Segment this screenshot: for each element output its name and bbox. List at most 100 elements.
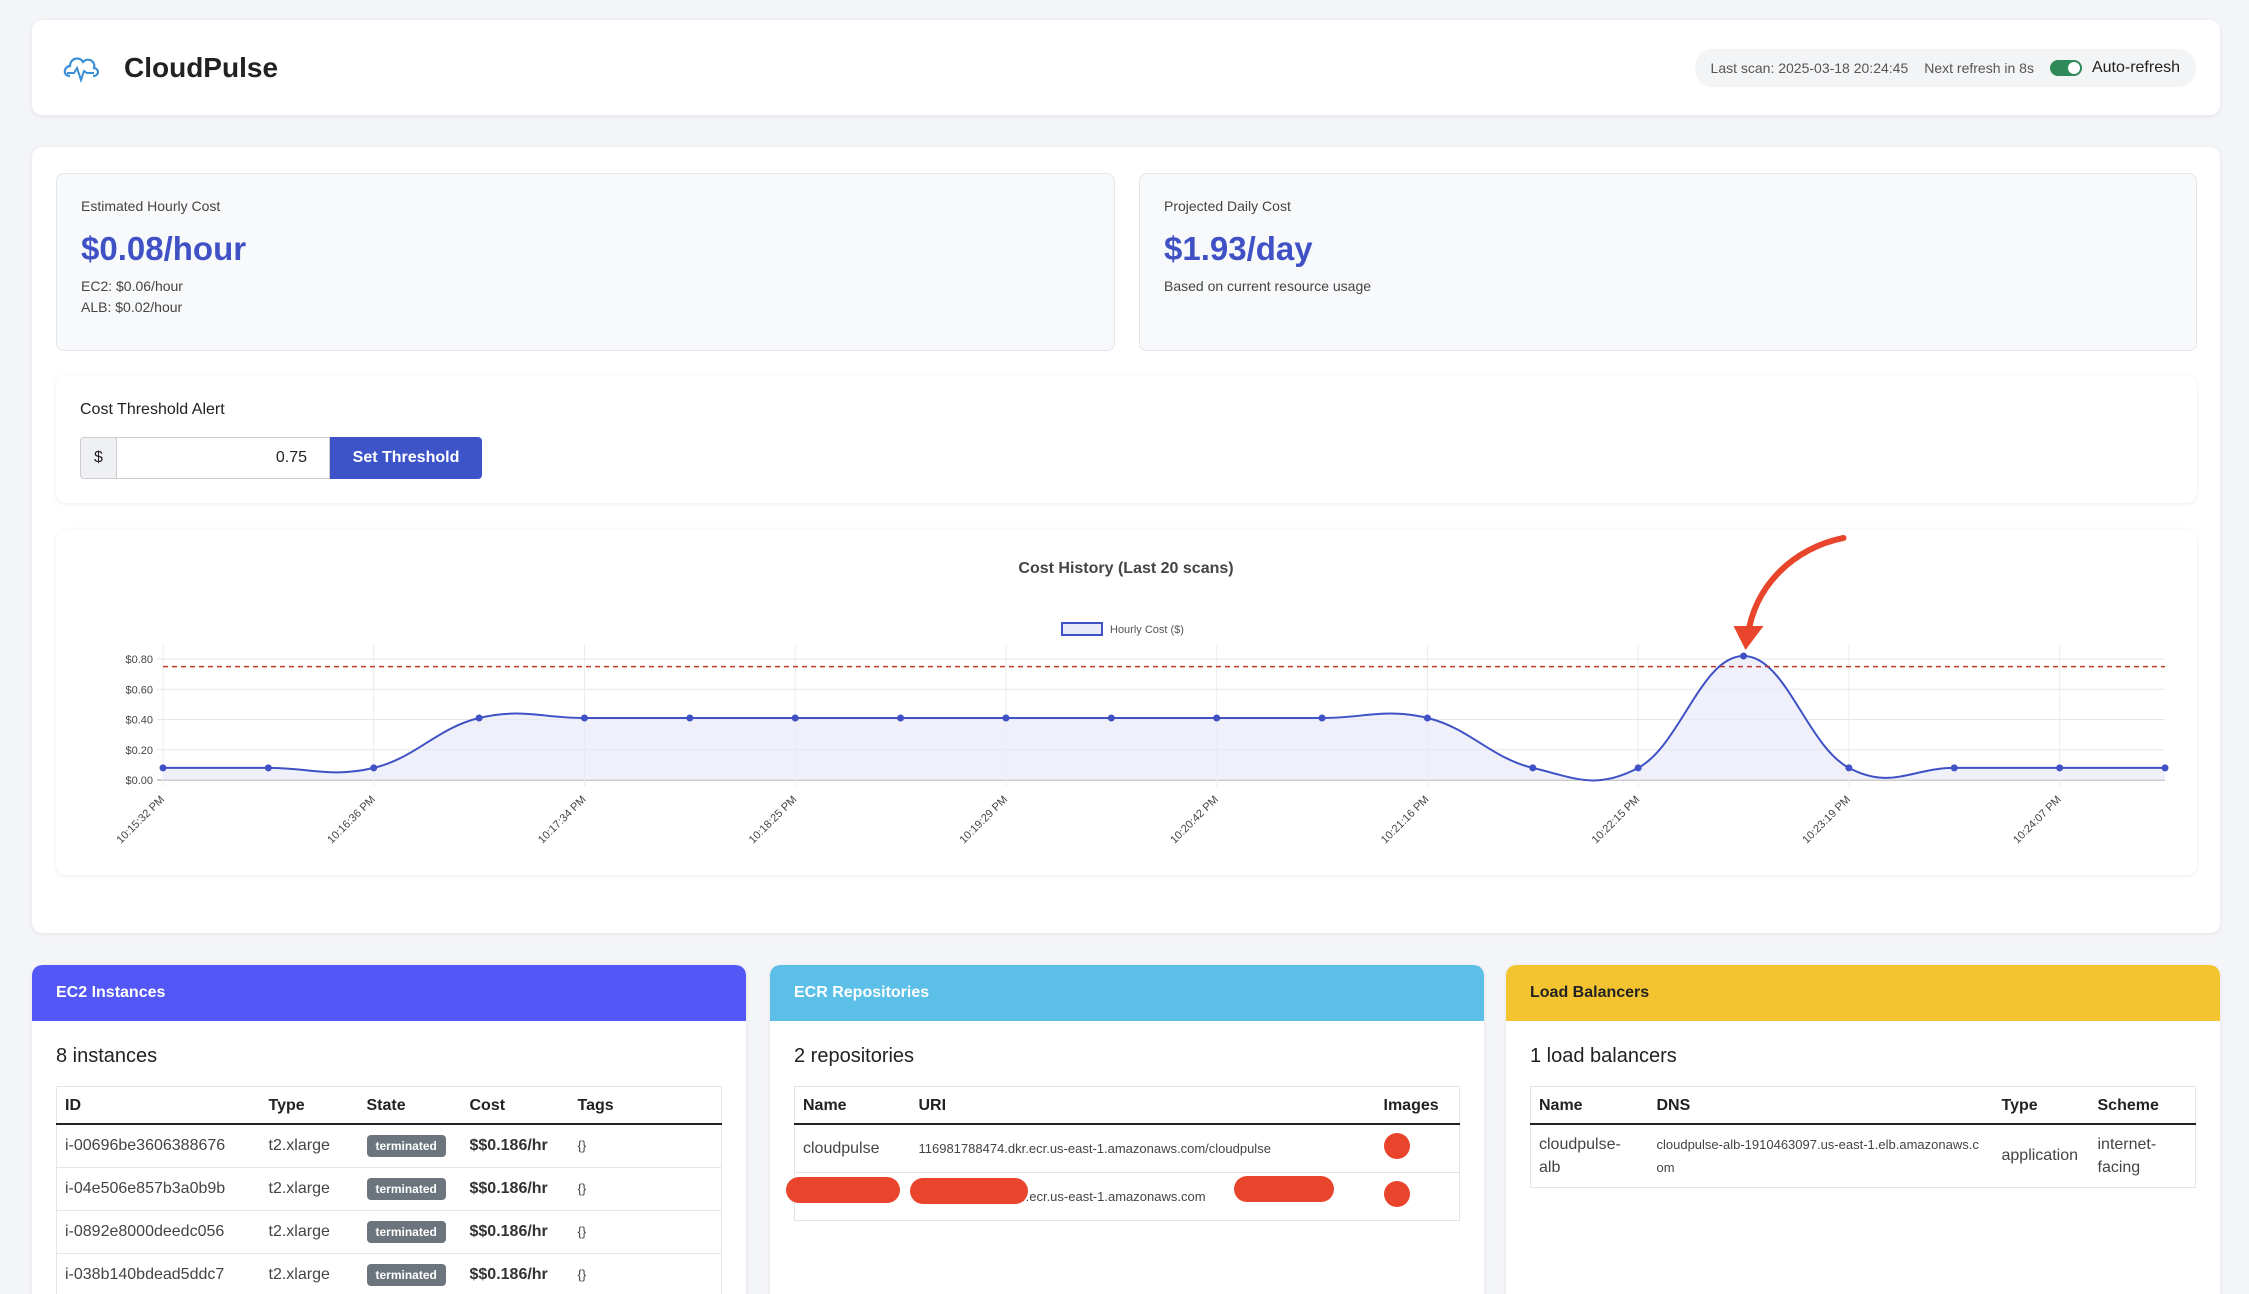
table-row[interactable]: i-04e506e857b3a0b9b t2.xlarge terminated… (56, 1167, 722, 1211)
instance-id: i-00696be3606388676 (56, 1124, 261, 1168)
cloud-pulse-logo-icon (58, 46, 102, 90)
redaction-scribble (1234, 1176, 1334, 1202)
threshold-title: Cost Threshold Alert (80, 401, 225, 418)
y-tick-label: $0.20 (125, 745, 153, 757)
instance-tags: {} (569, 1253, 722, 1294)
app-header: CloudPulse Last scan: 2025-03-18 20:24:4… (32, 20, 2220, 115)
data-point (1213, 714, 1221, 722)
table-row[interactable]: cloudpulse 116981788474.dkr.ecr.us-east-… (794, 1124, 1460, 1173)
ecr-panel-header: ECR Repositories (770, 965, 1484, 1021)
auto-refresh-toggle[interactable] (2049, 59, 2082, 76)
data-point (1529, 764, 1537, 772)
instance-id: i-0892e8000deedc056 (56, 1210, 261, 1254)
col-name: Name (1530, 1086, 1649, 1125)
x-tick-label: 10:19:29 PM (957, 794, 1010, 847)
instance-cost: $$0.186/hr (461, 1167, 570, 1211)
instance-cost: $$0.186/hr (461, 1253, 570, 1294)
lb-count: 1 load balancers (1530, 1045, 1677, 1067)
data-point (1318, 714, 1326, 722)
annotation-arrowhead (1733, 625, 1764, 650)
data-point (1107, 714, 1115, 722)
lb-panel: Load Balancers 1 load balancers Name DNS… (1506, 965, 2220, 1294)
series-line (163, 654, 2165, 782)
x-tick-label: 10:20:42 PM (1168, 794, 1221, 847)
threshold-input[interactable] (116, 437, 330, 479)
daily-cost-card: Projected Daily Cost $1.93/day Based on … (1139, 173, 2197, 351)
lb-name: cloudpulse-alb (1530, 1124, 1649, 1188)
cost-overview-panel: Estimated Hourly Cost $0.08/hour EC2: $0… (32, 147, 2220, 933)
instance-type: t2.xlarge (260, 1124, 359, 1168)
instance-id: i-038b140bdead5ddc7 (56, 1253, 261, 1294)
x-tick-label: 10:21:16 PM (1379, 794, 1432, 847)
repo-name: cloudpulse (794, 1124, 911, 1173)
annotation-arrow (1744, 534, 1847, 641)
table-row[interactable]: i-0892e8000deedc056 t2.xlarge terminated… (56, 1210, 722, 1254)
ec2-panel: EC2 Instances 8 instances ID Type State … (32, 965, 746, 1294)
ecr-panel: ECR Repositories 2 repositories Name URI… (770, 965, 1484, 1294)
data-point (264, 764, 272, 772)
col-name: Name (794, 1086, 911, 1125)
hourly-cost-label: Estimated Hourly Cost (81, 198, 221, 214)
daily-cost-value: $1.93/day (1164, 230, 1313, 267)
instance-tags: {} (569, 1210, 722, 1254)
instance-tags: {} (569, 1124, 722, 1168)
data-point (791, 714, 799, 722)
instance-id: i-04e506e857b3a0b9b (56, 1167, 261, 1211)
redaction-scribble (910, 1178, 1028, 1204)
data-point (1740, 652, 1748, 660)
legend-label: Hourly Cost ($) (1110, 624, 1184, 636)
last-scan-text: Last scan: 2025-03-18 20:24:45 (1710, 59, 1909, 76)
instance-cost: $$0.186/hr (461, 1124, 570, 1168)
cost-history-chart: Cost History (Last 20 scans) Hourly Cost … (56, 529, 2197, 875)
col-tags: Tags (569, 1086, 722, 1125)
lb-dns: cloudpulse-alb-1910463097.us-east-1.elb.… (1648, 1124, 1994, 1188)
next-refresh-text: Next refresh in 8s (1924, 59, 2034, 76)
table-row[interactable]: i-00696be3606388676 t2.xlarge terminated… (56, 1124, 722, 1168)
instance-tags: {} (569, 1167, 722, 1211)
redaction-scribble (786, 1177, 900, 1203)
col-cost: Cost (461, 1086, 570, 1125)
lb-panel-header: Load Balancers (1506, 965, 2220, 1021)
x-tick-label: 10:23:19 PM (1800, 794, 1853, 847)
data-point (475, 714, 483, 722)
data-point (897, 714, 905, 722)
data-point (159, 764, 167, 772)
redaction-mark (1383, 1133, 1410, 1159)
legend-swatch (1061, 622, 1103, 636)
y-tick-label: $0.80 (125, 654, 153, 666)
y-tick-label: $0.00 (125, 775, 153, 787)
col-type: Type (260, 1086, 359, 1125)
instance-type: t2.xlarge (260, 1210, 359, 1254)
hourly-cost-value: $0.08/hour (81, 230, 247, 267)
x-tick-label: 10:22:15 PM (1590, 794, 1643, 847)
x-tick-label: 10:16:36 PM (325, 794, 378, 847)
col-uri: URI (910, 1086, 1376, 1125)
status-badge: terminated (366, 1177, 446, 1200)
alb-hourly-cost: ALB: $0.02/hour (81, 299, 183, 315)
col-state: State (358, 1086, 462, 1125)
data-point (1845, 764, 1853, 772)
x-tick-label: 10:15:32 PM (115, 794, 168, 847)
chart-title: Cost History (Last 20 scans) (1018, 560, 1233, 577)
threshold-card: Cost Threshold Alert $ Set Threshold (56, 375, 2197, 503)
ecr-table: Name URI Images cloudpulse 116981788474.… (794, 1086, 1460, 1221)
data-point (686, 714, 694, 722)
data-point (1002, 714, 1010, 722)
table-row[interactable]: i-038b140bdead5ddc7 t2.xlarge terminated… (56, 1253, 722, 1294)
table-row[interactable]: cloudpulse-alb cloudpulse-alb-1910463097… (1530, 1124, 2196, 1188)
col-type: Type (1993, 1086, 2090, 1125)
data-point (2161, 764, 2169, 772)
instance-cost: $$0.186/hr (461, 1210, 570, 1254)
x-tick-label: 10:24:07 PM (2011, 794, 2064, 847)
ec2-table: ID Type State Cost Tags i-00696be3606388… (56, 1086, 722, 1294)
set-threshold-button[interactable]: Set Threshold (330, 437, 482, 479)
col-images: Images (1375, 1086, 1460, 1125)
refresh-status: Last scan: 2025-03-18 20:24:45 Next refr… (1694, 48, 2196, 87)
x-tick-label: 10:17:34 PM (536, 794, 589, 847)
ec2-panel-header: EC2 Instances (32, 965, 746, 1021)
repo-uri: 116981788474.dkr.ecr.us-east-1.amazonaws… (910, 1124, 1376, 1173)
col-dns: DNS (1648, 1086, 1994, 1125)
auto-refresh-label[interactable]: Auto-refresh (2091, 58, 2180, 76)
data-point (1634, 764, 1642, 772)
instance-type: t2.xlarge (260, 1253, 359, 1294)
